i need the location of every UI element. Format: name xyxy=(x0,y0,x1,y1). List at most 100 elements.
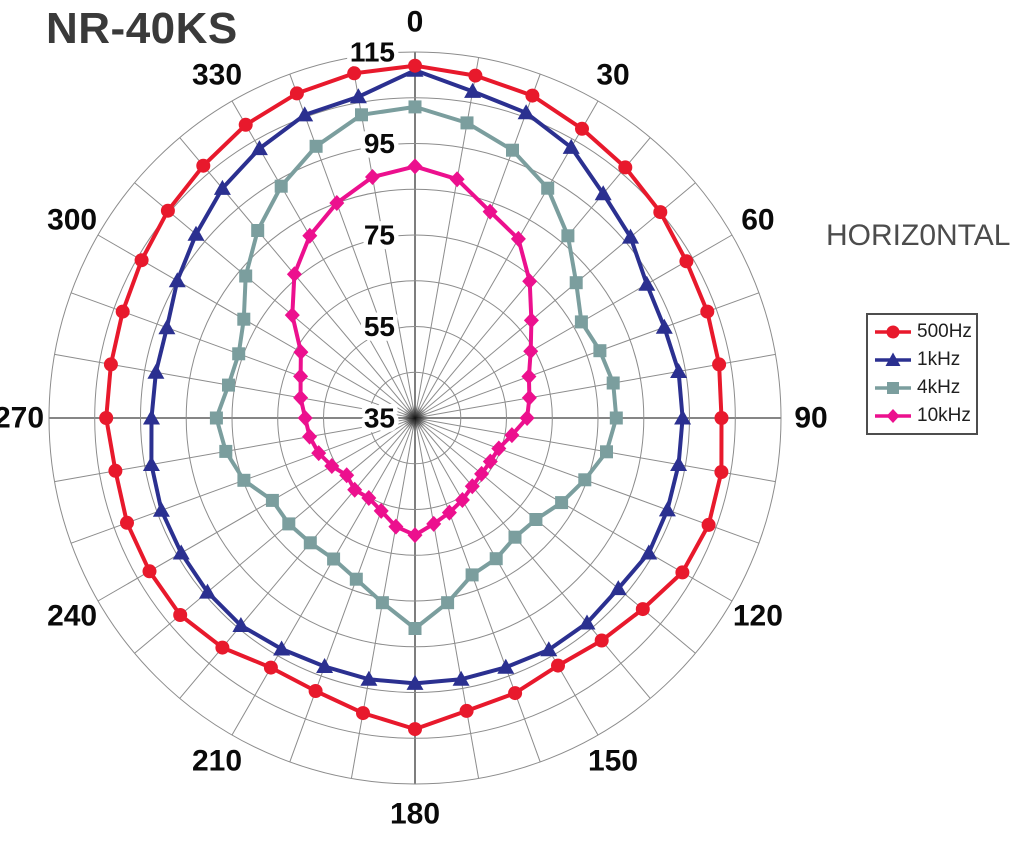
1kHz-marker xyxy=(497,658,515,674)
10kHz-marker xyxy=(523,312,539,329)
legend-label: 4kHz xyxy=(917,377,961,398)
center-dot xyxy=(402,405,428,431)
4kHz-marker xyxy=(609,411,623,425)
10kHz-marker xyxy=(284,307,300,324)
500Hz-marker xyxy=(594,633,609,648)
4kHz-marker xyxy=(408,622,422,635)
10kHz-marker xyxy=(491,440,507,457)
4kHz-marker xyxy=(303,536,317,550)
500Hz-marker xyxy=(142,564,157,579)
4kHz-marker xyxy=(541,181,555,195)
grid-ring-115 xyxy=(48,51,782,785)
1kHz-marker xyxy=(655,318,673,334)
10kHz-marker xyxy=(373,502,389,519)
500Hz-marker xyxy=(653,205,668,220)
500Hz-marker xyxy=(714,465,729,479)
1kHz-marker xyxy=(658,501,676,517)
series-500Hz xyxy=(99,58,729,737)
legend-marker-circle-icon xyxy=(875,325,911,339)
500Hz-marker xyxy=(701,517,716,532)
10kHz-marker xyxy=(454,492,470,508)
500Hz-marker xyxy=(308,684,323,698)
grid-ring-55 xyxy=(323,326,507,510)
1kHz-marker xyxy=(609,580,627,596)
4kHz-marker xyxy=(555,496,569,510)
angle-label-0: 0 xyxy=(407,6,424,39)
1kHz-marker xyxy=(578,614,596,630)
500Hz-marker xyxy=(115,304,130,319)
1kHz-marker xyxy=(158,319,176,335)
angle-label-270: 270 xyxy=(0,402,44,435)
orientation-label: HORIZ0NTAL xyxy=(826,219,1011,252)
500Hz-marker xyxy=(675,565,690,580)
1kHz-marker xyxy=(142,456,160,471)
500Hz-marker xyxy=(679,254,694,269)
4kHz-marker xyxy=(219,444,233,458)
radial-label-35: 35 xyxy=(364,403,395,434)
10kHz-marker xyxy=(521,389,537,406)
4kHz-marker xyxy=(465,568,479,582)
500Hz-marker xyxy=(173,608,188,622)
angle-label-180: 180 xyxy=(390,798,440,831)
10kHz-marker xyxy=(293,344,309,361)
angle-labels: 0 30 60 90 120 150 180 210 240 270 300 330 xyxy=(0,6,828,831)
1kHz-marker xyxy=(640,544,658,560)
10kHz-marker xyxy=(482,203,498,220)
500Hz-marker xyxy=(103,357,118,372)
legend: 500Hz 1kHz 4kHz 10kHz xyxy=(866,313,978,435)
500Hz-marker xyxy=(635,602,650,617)
1kHz-marker xyxy=(187,225,205,241)
500Hz-marker xyxy=(108,463,123,478)
4kHz-marker xyxy=(508,530,522,544)
500Hz-marker xyxy=(551,658,565,673)
radial-label-75: 75 xyxy=(364,220,395,251)
10kHz-marker xyxy=(361,490,377,506)
10kHz-marker xyxy=(521,368,537,385)
1kHz-marker xyxy=(464,82,482,98)
10kHz-marker xyxy=(504,427,520,444)
4kHz-marker xyxy=(251,224,265,237)
1kHz-marker xyxy=(199,583,216,599)
1kHz-marker xyxy=(674,409,692,425)
grid-ring-75 xyxy=(231,234,599,602)
legend-item-10kHz: 10kHz xyxy=(873,402,976,430)
10kHz-marker xyxy=(426,515,442,532)
500Hz-marker xyxy=(712,357,727,372)
500Hz-marker xyxy=(215,640,230,655)
grid-ring-95 xyxy=(140,143,690,693)
500Hz-marker xyxy=(99,411,114,425)
1kHz-marker xyxy=(296,106,314,122)
10kHz-marker xyxy=(302,227,318,244)
10kHz-marker xyxy=(482,453,498,470)
500Hz-marker xyxy=(160,203,175,218)
4kHz-marker xyxy=(408,100,422,114)
angle-label-240: 240 xyxy=(47,600,97,633)
1kHz-marker xyxy=(147,363,165,379)
4kHz-marker xyxy=(309,139,323,153)
1kHz-marker xyxy=(540,641,558,657)
legend-label: 500Hz xyxy=(917,321,972,342)
500Hz-marker xyxy=(120,515,134,530)
4kHz-marker xyxy=(441,596,455,610)
10kHz-marker xyxy=(347,481,363,498)
500Hz-marker xyxy=(618,160,633,175)
series-4kHz xyxy=(209,100,623,635)
1kHz-marker xyxy=(517,104,535,120)
angle-label-60: 60 xyxy=(741,204,774,237)
angle-label-30: 30 xyxy=(596,59,629,92)
500Hz-marker xyxy=(459,703,474,718)
1kHz-marker xyxy=(232,617,250,632)
10kHz-marker xyxy=(293,389,309,406)
1kHz-marker xyxy=(622,228,639,244)
4kHz-marker xyxy=(606,376,620,390)
angle-label-120: 120 xyxy=(733,600,783,633)
1kHz-marker xyxy=(360,670,378,686)
10kHz-marker xyxy=(449,171,465,188)
4kHz-marker xyxy=(237,312,251,326)
500Hz-marker xyxy=(508,686,523,701)
4kHz-marker xyxy=(232,347,246,361)
4kHz-marker xyxy=(237,473,251,487)
4kHz-marker xyxy=(506,143,519,157)
4kHz-marker xyxy=(265,493,279,507)
